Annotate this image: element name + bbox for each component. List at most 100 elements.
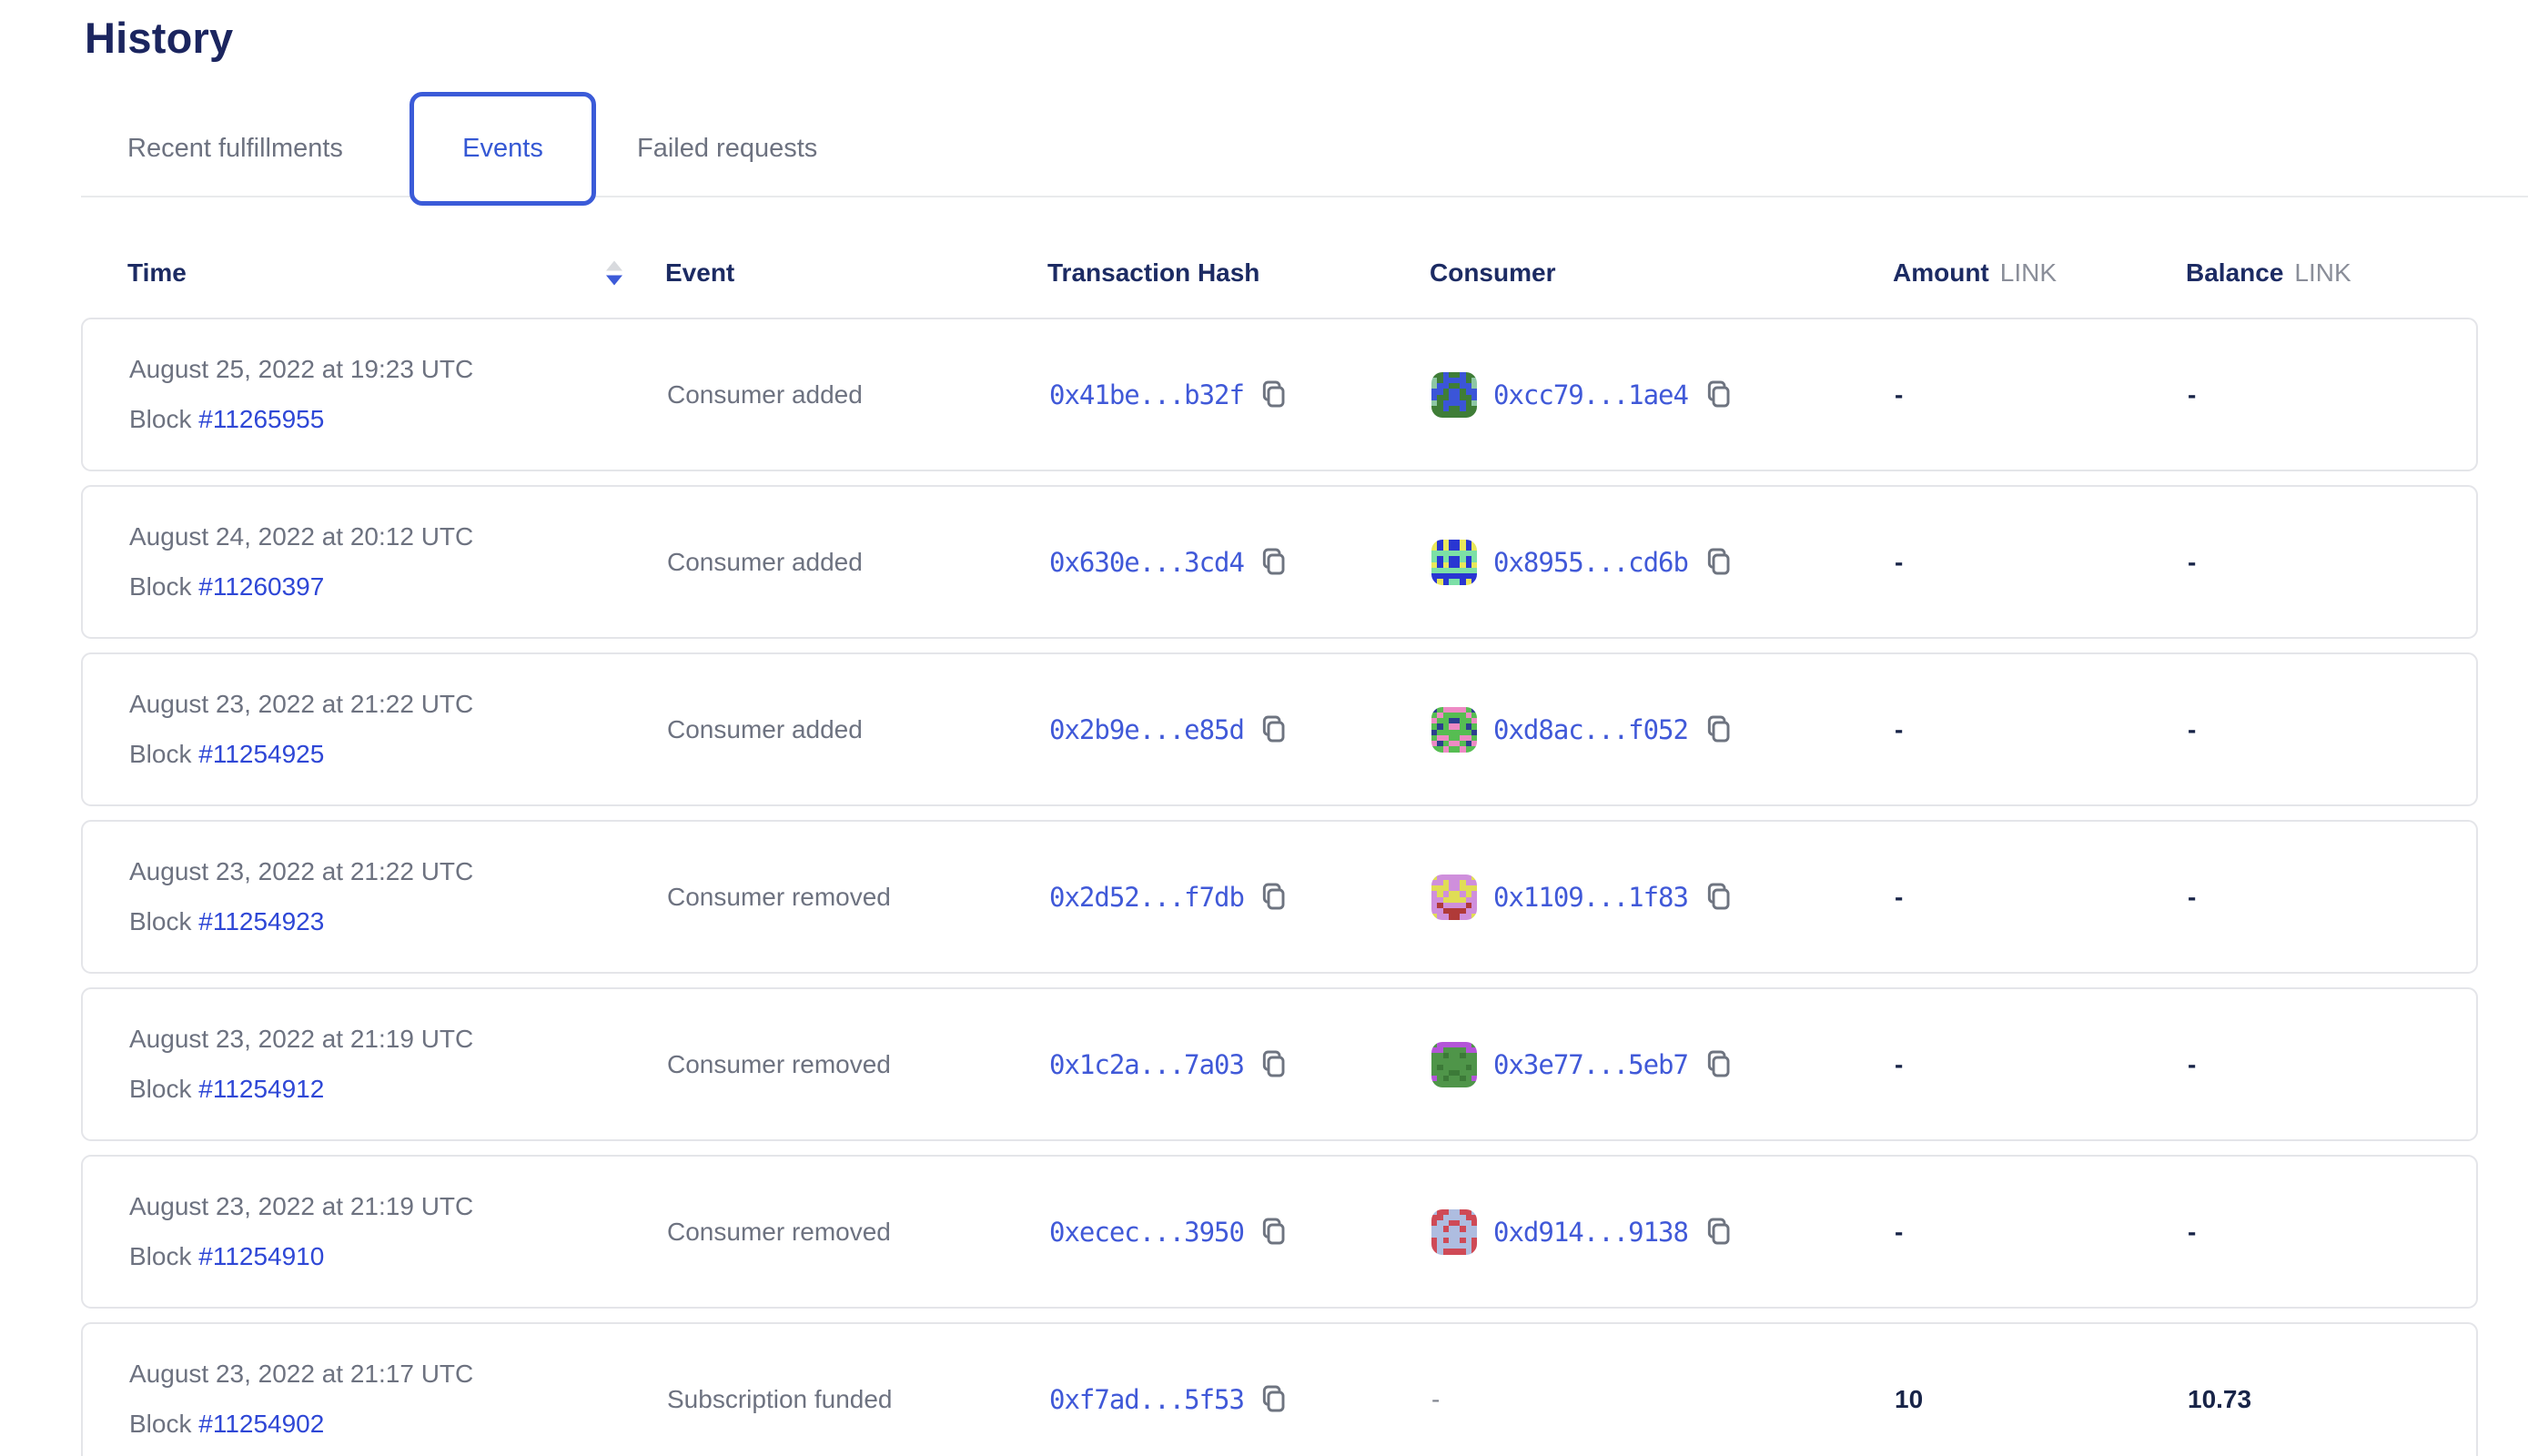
block-prefix: Block [129,1075,192,1103]
copy-icon [1262,715,1285,742]
consumer-empty-dash: - [1431,1384,1441,1413]
consumer-cell: 0xcc79...1ae4 0xcc79...1ae4 [1431,371,1895,418]
balance-value: - [2188,547,2197,576]
block-number-link[interactable]: #11254902 [198,1410,325,1438]
balance-value: - [2188,379,2197,409]
block-number-link[interactable]: #11254912 [198,1075,325,1103]
copy-consumer-address-button[interactable] [1704,1216,1734,1249]
event-timestamp: August 23, 2022 at 21:19 UTC [129,1025,474,1053]
block-prefix: Block [129,740,192,768]
block-number-link[interactable]: #11254923 [198,907,325,935]
block-number-link[interactable]: #11260397 [198,572,325,601]
consumer-cell: 0xd914...9138 0xd914...9138 [1431,1208,1895,1255]
copy-transaction-hash-button[interactable] [1259,713,1289,746]
time-cell: August 24, 2022 at 20:12 UTC Block #1126… [129,522,667,602]
event-type: Consumer added [667,547,863,576]
time-cell: August 23, 2022 at 21:17 UTC Block #1125… [129,1360,667,1439]
table-row: August 25, 2022 at 19:23 UTC Block #1126… [81,318,2478,471]
copy-icon [1262,883,1285,909]
copy-transaction-hash-button[interactable] [1259,1216,1289,1249]
event-type: Subscription funded [667,1384,893,1413]
transaction-hash-cell: 0xecec...3950 [1049,1216,1431,1249]
balance-value: - [2188,714,2197,743]
consumer-address-link[interactable]: 0x3e77...5eb7 [1493,1048,1689,1080]
event-timestamp: August 23, 2022 at 21:22 UTC [129,690,474,718]
copy-icon [1707,548,1730,574]
table-row: August 23, 2022 at 21:22 UTC Block #1125… [81,652,2478,806]
transaction-hash-link[interactable]: 0xecec...3950 [1049,1216,1245,1248]
consumer-address-link[interactable]: 0xd914...9138 [1493,1216,1689,1248]
transaction-hash-link[interactable]: 0x2b9e...e85d [1049,713,1245,745]
transaction-hash-link[interactable]: 0x630e...3cd4 [1049,546,1245,578]
time-cell: August 23, 2022 at 21:19 UTC Block #1125… [129,1192,667,1271]
copy-icon [1262,1218,1285,1244]
time-cell: August 25, 2022 at 19:23 UTC Block #1126… [129,355,667,434]
block-line: Block #11254923 [129,907,667,936]
copy-transaction-hash-button[interactable] [1259,1383,1289,1416]
copy-consumer-address-button[interactable] [1704,546,1734,579]
copy-icon [1262,548,1285,574]
event-timestamp: August 23, 2022 at 21:17 UTC [129,1360,474,1388]
event-type: Consumer removed [667,882,891,911]
consumer-identicon [1431,1041,1477,1087]
amount-value: - [1895,379,1904,409]
column-header-event: Event [665,258,735,287]
copy-icon [1707,715,1730,742]
block-number-link[interactable]: #11254925 [198,740,325,768]
amount-value: - [1895,1049,1904,1078]
table-row: August 24, 2022 at 20:12 UTC Block #1126… [81,485,2478,639]
transaction-hash-cell: 0x1c2a...7a03 [1049,1048,1431,1081]
transaction-hash-link[interactable]: 0x41be...b32f [1049,379,1245,410]
transaction-hash-link[interactable]: 0x1c2a...7a03 [1049,1048,1245,1080]
block-prefix: Block [129,1242,192,1270]
balance-label: Balance [2186,258,2284,287]
tab-events[interactable]: Events [410,92,596,206]
table-header: Time Event Transaction Hash Consumer Amo… [127,244,2479,302]
block-line: Block #11260397 [129,572,667,602]
consumer-address-link[interactable]: 0x1109...1f83 [1493,881,1689,913]
balance-value: 10.73 [2188,1384,2252,1413]
consumer-address-link[interactable]: 0xd8ac...f052 [1493,713,1689,745]
column-header-balance: Balance LINK [2186,258,2479,288]
block-line: Block #11254925 [129,740,667,769]
amount-value: - [1895,882,1904,911]
sort-descending-icon[interactable] [606,260,622,286]
events-table-body: August 25, 2022 at 19:23 UTC Block #1126… [81,318,2478,1456]
consumer-identicon [1431,539,1477,585]
transaction-hash-cell: 0x2b9e...e85d [1049,713,1431,746]
block-number-link[interactable]: #11254910 [198,1242,325,1270]
copy-transaction-hash-button[interactable] [1259,881,1289,914]
transaction-hash-link[interactable]: 0x2d52...f7db [1049,881,1245,913]
event-type: Consumer removed [667,1217,891,1246]
transaction-hash-cell: 0xf7ad...5f53 [1049,1383,1431,1416]
copy-consumer-address-button[interactable] [1704,1048,1734,1081]
tab-failed-requests[interactable]: Failed requests [637,134,818,163]
copy-transaction-hash-button[interactable] [1259,379,1289,411]
copy-icon [1262,1050,1285,1077]
consumer-address-link[interactable]: 0xcc79...1ae4 [1493,379,1689,410]
column-header-time[interactable]: Time [127,258,665,288]
event-type: Consumer added [667,379,863,409]
consumer-address-link[interactable]: 0x8955...cd6b [1493,546,1689,578]
consumer-cell: 0x8955...cd6b 0x8955...cd6b [1431,539,1895,585]
tab-recent-fulfillments[interactable]: Recent fulfillments [127,134,343,163]
amount-unit-label: LINK [1999,258,2058,287]
block-number-link[interactable]: #11265955 [198,405,325,433]
block-line: Block #11254902 [129,1410,667,1439]
block-line: Block #11265955 [129,405,667,434]
copy-transaction-hash-button[interactable] [1259,1048,1289,1081]
column-header-time-label: Time [127,258,187,287]
copy-consumer-address-button[interactable] [1704,379,1734,411]
transaction-hash-link[interactable]: 0xf7ad...5f53 [1049,1383,1245,1415]
copy-icon [1707,1050,1730,1077]
copy-consumer-address-button[interactable] [1704,881,1734,914]
copy-transaction-hash-button[interactable] [1259,546,1289,579]
copy-consumer-address-button[interactable] [1704,713,1734,746]
event-timestamp: August 24, 2022 at 20:12 UTC [129,522,474,551]
sort-desc-arrow-icon [606,275,622,286]
sort-asc-arrow-icon [606,260,622,271]
time-cell: August 23, 2022 at 21:22 UTC Block #1125… [129,690,667,769]
event-type: Consumer removed [667,1049,891,1078]
event-timestamp: August 23, 2022 at 21:22 UTC [129,857,474,885]
consumer-identicon [1431,1208,1477,1255]
